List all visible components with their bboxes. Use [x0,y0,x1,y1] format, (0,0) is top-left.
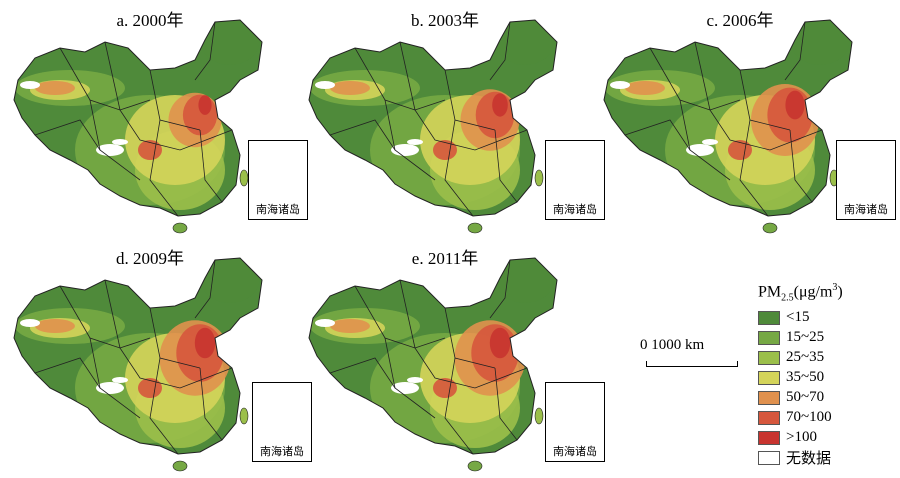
map-panel-2011: e. 2011年 南海诸岛 [295,238,605,478]
legend-item: 35~50 [758,368,898,388]
inset-label: 南海诸岛 [260,446,304,458]
legend-item: 15~25 [758,328,898,348]
panel-title: a. 2000年 [116,11,184,30]
china-map [308,257,558,472]
scale-bar: 0 1000 km [640,337,740,367]
legend-item: 70~100 [758,408,898,428]
legend-swatch [758,390,780,405]
legend-swatch [758,310,780,325]
legend-item: <15 [758,308,898,328]
legend-label: 70~100 [786,409,832,426]
legend-swatch [758,370,780,385]
panel-title: d. 2009年 [116,249,184,268]
inset-label: 南海诸岛 [553,446,597,458]
legend-label: >100 [786,429,817,446]
legend: PM2.5(μg/m3) <15 15~25 25~35 35~50 50~70 70~1… [758,282,898,468]
map-panel-2009: d. 2009年 南海诸岛 [0,238,312,478]
legend-item: 无数据 [758,448,898,468]
scale-label: 0 1000 km [640,337,705,353]
china-map [603,19,853,234]
china-map [13,19,263,234]
panel-title: b. 2003年 [411,11,479,30]
map-panel-2003: b. 2003年 南海诸岛 [295,0,605,240]
legend-label: 无数据 [786,451,832,468]
inset-label: 南海诸岛 [256,204,300,216]
panel-title: e. 2011年 [411,249,479,268]
panel-title: c. 2006年 [706,11,774,30]
china-map [13,257,263,472]
legend-label: 35~50 [786,369,825,386]
south-china-sea-inset: 南海诸岛 [836,140,896,220]
legend-item: 50~70 [758,388,898,408]
scale-line [646,361,738,367]
legend-label: 15~25 [786,329,825,346]
legend-title: PM2.5(μg/m3) [758,282,843,304]
south-china-sea-inset: 南海诸岛 [545,382,605,462]
legend-item: 25~35 [758,348,898,368]
legend-swatch [758,450,780,465]
china-map [308,19,558,234]
legend-label: <15 [786,309,810,326]
legend-swatch [758,410,780,425]
legend-swatch [758,350,780,365]
inset-label: 南海诸岛 [553,204,597,216]
legend-label: 50~70 [786,389,825,406]
south-china-sea-inset: 南海诸岛 [545,140,605,220]
legend-item: >100 [758,428,898,448]
map-panel-2006: c. 2006年 南海诸岛 [590,0,896,240]
legend-label: 25~35 [786,349,825,366]
legend-swatch [758,330,780,345]
map-panel-2000: a. 2000年 南海诸岛 [0,0,308,240]
legend-swatch [758,430,780,445]
south-china-sea-inset: 南海诸岛 [252,382,312,462]
inset-label: 南海诸岛 [844,204,888,216]
south-china-sea-inset: 南海诸岛 [248,140,308,220]
